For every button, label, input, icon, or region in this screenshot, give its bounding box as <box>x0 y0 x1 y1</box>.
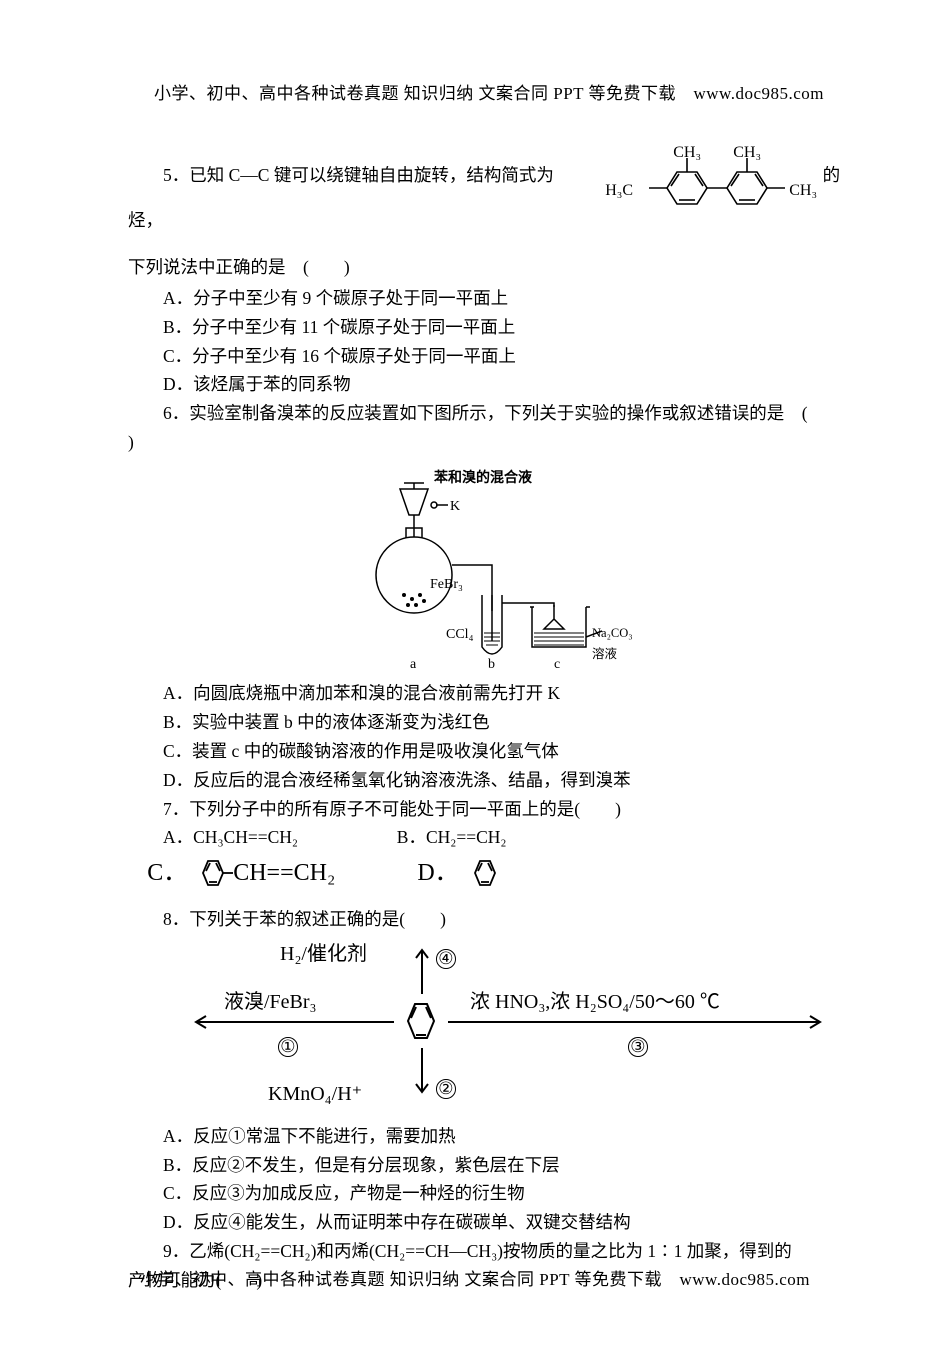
q7-option-d-prefix: D． <box>417 860 458 886</box>
q7-option-b: B．CH₂==CH₂ <box>397 827 507 847</box>
q5-mol-left: H₃C <box>570 178 633 204</box>
q7-option-c-suffix: CH==CH₂ <box>233 860 335 886</box>
q6-stem-b: ) <box>128 428 850 457</box>
q6-label-c: c <box>554 653 560 676</box>
q7-options-ab: A．CH₃CH==CH₂ B．CH₂==CH₂ <box>128 823 850 852</box>
q5-mol-top1: CH₃ <box>638 140 701 166</box>
q6-option-a: A．向圆底烧瓶中滴加苯和溴的混合液前需先打开 K <box>128 679 850 708</box>
q5-text-a: 5．已知 C—C 键可以绕键轴自由旋转，结构简式为 <box>163 165 554 185</box>
q6-label-febr3: FeBr₃ <box>430 573 463 596</box>
q6-label-na2co3: Na₂CO₃溶液 <box>592 623 644 664</box>
page-footer: 小学、初中、高中各种试卷真题 知识归纳 文案合同 PPT 等免费下载 www.d… <box>0 1265 950 1290</box>
q8-option-c: C．反应③为加成反应，产物是一种烃的衍生物 <box>128 1179 850 1208</box>
q7-option-c-prefix: C． <box>147 860 187 886</box>
q5-stem-line1: 5．已知 C—C 键可以绕键轴自由旋转，结构简式为 <box>128 148 850 235</box>
q7-option-a: A．CH₃CH==CH₂ <box>163 827 298 847</box>
q8-option-b: B．反应②不发生，但是有分层现象，紫色层在下层 <box>128 1151 850 1180</box>
q5-option-c: C．分子中至少有 16 个碳原子处于同一平面上 <box>128 342 850 371</box>
q6-option-d: D．反应后的混合液经稀氢氧化钠溶液洗涤、结晶，得到溴苯 <box>128 766 850 795</box>
q8-bottom-label: KMnO₄/H⁺ <box>268 1078 362 1111</box>
q8-left-label: 液溴/FeBr₃ <box>224 986 317 1019</box>
q5-mol-top2: CH₃ <box>698 140 761 166</box>
q5-option-b: B．分子中至少有 11 个碳原子处于同一平面上 <box>128 313 850 342</box>
q5-mol-right: CH₃ <box>754 178 817 204</box>
q6-label-b: b <box>488 653 495 676</box>
q8-right-label: 浓 HNO₃,浓 H₂SO₄/50～60 ℃ <box>470 986 720 1019</box>
q6-label-a: a <box>410 653 416 676</box>
q7-options-cd: C． CH==CH₂ D． <box>147 854 850 894</box>
q6-option-b: B．实验中装置 b 中的液体逐渐变为浅红色 <box>128 708 850 737</box>
q5-stem-line2: 下列说法中正确的是 ( ) <box>128 253 850 282</box>
q5-option-a: A．分子中至少有 9 个碳原子处于同一平面上 <box>128 284 850 313</box>
q8-option-a: A．反应①常温下不能进行，需要加热 <box>128 1122 850 1151</box>
q6-option-c: C．装置 c 中的碳酸钠溶液的作用是吸收溴化氢气体 <box>128 737 850 766</box>
q6-stem-a: 6．实验室制备溴苯的反应装置如下图所示，下列关于实验的操作或叙述错误的是 ( <box>128 399 850 428</box>
q8-stem: 8．下列关于苯的叙述正确的是( ) <box>128 905 850 934</box>
q8-bottom-num: ② <box>436 1072 456 1105</box>
q7-benzene-icon-c <box>193 853 233 893</box>
q7-stem: 7．下列分子中的所有原子不可能处于同一平面上的是( ) <box>128 795 850 824</box>
q8-top-num: ④ <box>436 942 456 975</box>
q8-option-d: D．反应④能发生，从而证明苯中存在碳碳单、双键交替结构 <box>128 1208 850 1237</box>
q6-label-k: K <box>450 495 460 518</box>
q8-left-num: ① <box>278 1030 298 1063</box>
q8-scheme: H₂/催化剂 ④ KMnO₄/H⁺ ② 液溴/FeBr₃ ① 浓 HN <box>188 938 828 1118</box>
q6-label-title: 苯和溴的混合液 <box>434 467 532 490</box>
q9-line1: 9．乙烯(CH₂==CH₂)和丙烯(CH₂==CH—CH₃)按物质的量之比为 1… <box>128 1237 850 1266</box>
q8-right-num: ③ <box>628 1030 648 1063</box>
q8-top-label: H₂/催化剂 <box>280 938 367 971</box>
q7-benzene-icon-d <box>465 853 505 893</box>
page-header: 小学、初中、高中各种试卷真题 知识归纳 文案合同 PPT 等免费下载 www.d… <box>128 80 850 108</box>
q6-label-ccl4: CCl₄ <box>446 623 473 646</box>
q6-apparatus-figure: 苯和溴的混合液 K FeBr₃ CCl₄ Na₂CO₃溶液 a b c <box>334 465 644 675</box>
q5-option-d: D．该烃属于苯的同系物 <box>128 370 850 399</box>
q5-molecule: H₃C CH₃ CH₃ CH₃ <box>558 148 818 206</box>
